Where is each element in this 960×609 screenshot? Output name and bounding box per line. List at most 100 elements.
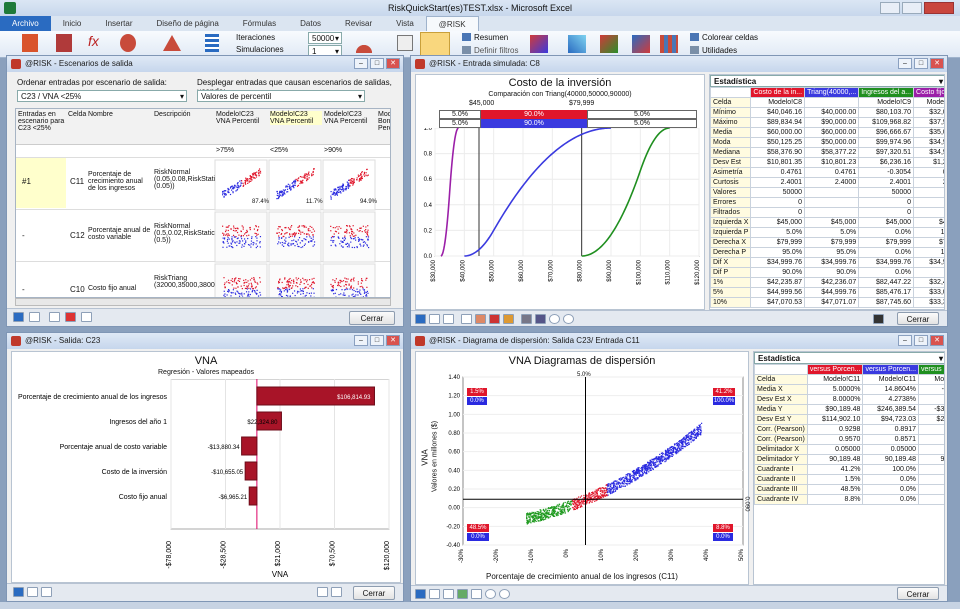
help-icon[interactable]: [13, 587, 24, 597]
iterations-select[interactable]: 50000: [308, 32, 342, 44]
close-icon[interactable]: ✕: [930, 335, 944, 346]
utilities-button[interactable]: Utilidades: [702, 46, 738, 55]
stats-col-header[interactable]: Ingresos del a...: [858, 87, 915, 98]
sort-select[interactable]: C23 / VNA <25%: [17, 90, 187, 102]
ribbon-icon-2[interactable]: [56, 34, 72, 52]
maximize-icon[interactable]: □: [370, 335, 384, 346]
window-buttons[interactable]: – □ ✕: [898, 58, 944, 69]
scenarios-close-button[interactable]: Cerrar: [349, 311, 395, 325]
ribbon-icon-4[interactable]: [120, 34, 136, 52]
window-buttons[interactable]: – □ ✕: [354, 58, 400, 69]
window-buttons[interactable]: – □ ✕: [354, 335, 400, 346]
scatter-point: [562, 505, 565, 507]
ribbon-chart-icon-2[interactable]: [568, 35, 586, 53]
zoom-icon[interactable]: [563, 314, 574, 324]
input-close-button[interactable]: Cerrar: [897, 312, 939, 325]
ribbon-icon-5[interactable]: [163, 35, 181, 51]
stats-col-header[interactable]: Costo fijo anual: [913, 87, 944, 98]
toolbar-icon[interactable]: [443, 314, 454, 324]
mini-point: [332, 286, 334, 288]
chart-type-icon[interactable]: [475, 314, 486, 324]
chart-type-icon[interactable]: [535, 314, 546, 324]
minimize-icon[interactable]: –: [354, 335, 368, 346]
stats-col-header[interactable]: Triang(40000,...: [804, 87, 860, 98]
chart-type-icon[interactable]: [461, 314, 472, 324]
tab-insertar[interactable]: Insertar: [105, 19, 133, 28]
chart-type-icon[interactable]: [503, 314, 514, 324]
ribbon-icon-1[interactable]: [22, 34, 38, 52]
toolbar-icon[interactable]: [471, 589, 482, 599]
mini-point: [292, 182, 294, 184]
stats-col-header[interactable]: Costo de la in...: [750, 87, 806, 98]
scatter-point: [662, 454, 664, 456]
minimize-icon[interactable]: –: [898, 58, 912, 69]
tab-diseno[interactable]: Diseño de página: [156, 19, 219, 28]
tab-vista[interactable]: Vista: [396, 19, 414, 28]
scatter-point: [586, 500, 589, 502]
toolbar-icon[interactable]: [443, 589, 454, 599]
ribbon-icon-play[interactable]: [397, 35, 413, 51]
toolbar-icon[interactable]: [429, 589, 440, 599]
tab-datos[interactable]: Datos: [300, 19, 322, 28]
minimize-icon[interactable]: –: [354, 58, 368, 69]
close-icon[interactable]: ✕: [386, 58, 400, 69]
help-icon[interactable]: [13, 312, 24, 322]
scatter-close-button[interactable]: Cerrar: [897, 587, 939, 600]
mini-point: [255, 293, 258, 295]
close-icon[interactable]: ✕: [930, 58, 944, 69]
stats-col-header[interactable]: versus Porcen...: [862, 364, 920, 375]
minimize-icon[interactable]: –: [898, 335, 912, 346]
stats1-select[interactable]: Estadística: [710, 75, 944, 87]
tab-formulas[interactable]: Fórmulas: [242, 19, 277, 28]
ribbon-chart-icon-4[interactable]: [632, 35, 650, 53]
toolbar-icon[interactable]: [29, 312, 40, 322]
tab-inicio[interactable]: Inicio: [62, 19, 82, 28]
toolbar-icon[interactable]: [81, 312, 92, 322]
zoom-icon[interactable]: [499, 589, 510, 599]
toolbar-icon[interactable]: [49, 312, 60, 322]
ribbon-icon-active[interactable]: [420, 32, 450, 57]
scenarios-hscroll[interactable]: [15, 298, 391, 306]
mini-point: [277, 197, 279, 200]
output-close-button[interactable]: Cerrar: [353, 586, 395, 600]
filter-icon[interactable]: [457, 589, 468, 599]
summary-button[interactable]: Resumen: [474, 33, 509, 42]
close-icon[interactable]: ✕: [386, 335, 400, 346]
filter-icon[interactable]: [65, 312, 76, 322]
zoom-icon[interactable]: [549, 314, 560, 324]
ribbon-fx-icon[interactable]: fx: [88, 33, 99, 49]
window-controls[interactable]: [880, 2, 954, 14]
toolbar-icon[interactable]: [331, 587, 342, 597]
mini-point: [341, 188, 344, 190]
maximize-icon[interactable]: □: [914, 335, 928, 346]
display-select[interactable]: Valores de percentil: [197, 90, 365, 102]
toolbar-icon[interactable]: [27, 587, 38, 597]
zoom-icon[interactable]: [485, 589, 496, 599]
filters-button[interactable]: Definir filtros: [474, 46, 519, 55]
color-cells-button[interactable]: Colorear celdas: [702, 33, 759, 42]
y-tick-label: 0.20: [448, 487, 460, 493]
stats-col-header[interactable]: versus Porcen...: [806, 364, 864, 375]
maximize-icon[interactable]: □: [370, 58, 384, 69]
ribbon-chart-icon-1[interactable]: [530, 35, 548, 53]
stats2-select[interactable]: Estadística: [754, 352, 944, 364]
stats-col-header[interactable]: versus Porcen...: [918, 364, 944, 375]
toolbar-icon[interactable]: [429, 314, 440, 324]
toolbar-icon[interactable]: [317, 587, 328, 597]
chart-type-icon[interactable]: [489, 314, 500, 324]
chart-type-icon[interactable]: [521, 314, 532, 324]
ribbon-chart-icon-3[interactable]: [600, 35, 618, 53]
ribbon-dist-icon[interactable]: [356, 35, 372, 53]
ribbon-icon-6[interactable]: [205, 34, 219, 52]
toolbar-icon[interactable]: [41, 587, 52, 597]
scatter-point: [576, 503, 578, 505]
tab-archivo[interactable]: Archivo: [0, 16, 51, 31]
help-icon[interactable]: [415, 314, 426, 324]
ribbon-books-icon[interactable]: [660, 35, 678, 53]
window-buttons[interactable]: – □ ✕: [898, 335, 944, 346]
tab-atrisk[interactable]: @RISK: [425, 16, 479, 31]
maximize-icon[interactable]: □: [914, 58, 928, 69]
toolbar-icon[interactable]: [873, 314, 884, 324]
help-icon[interactable]: [415, 589, 426, 599]
tab-revisar[interactable]: Revisar: [345, 19, 373, 28]
